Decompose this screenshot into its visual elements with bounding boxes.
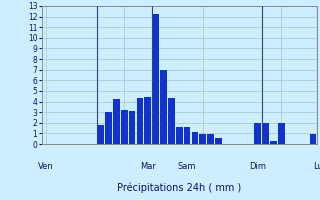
Bar xyxy=(129,111,135,144)
Bar xyxy=(270,141,277,144)
Text: Précipitations 24h ( mm ): Précipitations 24h ( mm ) xyxy=(117,183,241,193)
Bar xyxy=(121,110,127,144)
Bar xyxy=(192,132,198,144)
Bar xyxy=(176,127,182,144)
Bar xyxy=(113,99,120,144)
Bar xyxy=(168,98,175,144)
Bar xyxy=(215,138,222,144)
Bar xyxy=(184,127,190,144)
Bar xyxy=(278,123,285,144)
Text: Lun: Lun xyxy=(313,162,320,171)
Bar xyxy=(144,97,151,144)
Bar xyxy=(262,123,269,144)
Text: Dim: Dim xyxy=(249,162,266,171)
Bar xyxy=(309,134,316,144)
Bar xyxy=(105,112,112,144)
Bar xyxy=(97,125,104,144)
Bar xyxy=(152,14,159,144)
Bar xyxy=(254,123,261,144)
Text: Ven: Ven xyxy=(38,162,53,171)
Bar xyxy=(137,98,143,144)
Bar xyxy=(199,134,206,144)
Bar xyxy=(207,134,214,144)
Text: Mar: Mar xyxy=(140,162,156,171)
Text: Sam: Sam xyxy=(178,162,196,171)
Bar xyxy=(160,70,167,144)
